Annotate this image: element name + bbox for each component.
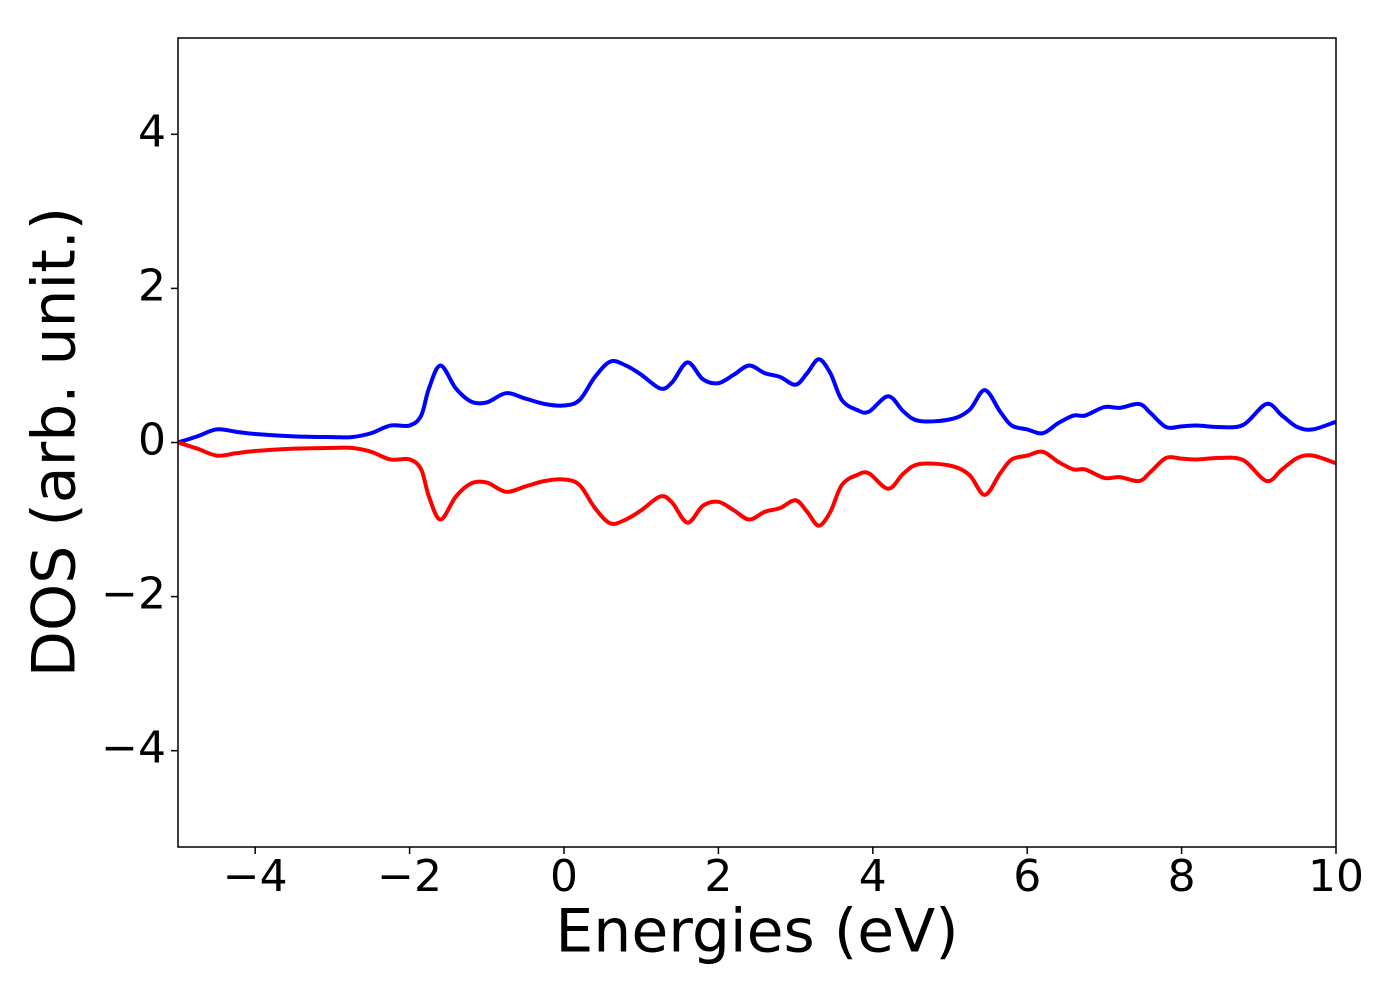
y-tick-label: 4	[138, 106, 166, 157]
x-axis-label: Energies (eV)	[555, 897, 958, 967]
y-tick-label: −4	[101, 723, 166, 774]
plot-frame	[177, 37, 1337, 848]
x-tick-label: 8	[1168, 851, 1196, 902]
y-tick-label: 2	[138, 260, 166, 311]
dos-line	[178, 357, 1336, 445]
x-tick-label: 4	[859, 851, 887, 902]
x-tick-label: 0	[550, 851, 578, 902]
x-tick-label: 2	[704, 851, 732, 902]
dos-line	[178, 440, 1336, 528]
x-tick-label: −4	[223, 851, 288, 902]
x-tick-label: −2	[377, 851, 442, 902]
x-tick-label: 6	[1013, 851, 1041, 902]
y-axis-label: DOS (arb. unit.)	[20, 207, 90, 677]
x-tick-label: 10	[1308, 851, 1364, 902]
y-tick-label: 0	[138, 415, 166, 466]
y-tick-label: −2	[101, 569, 166, 620]
